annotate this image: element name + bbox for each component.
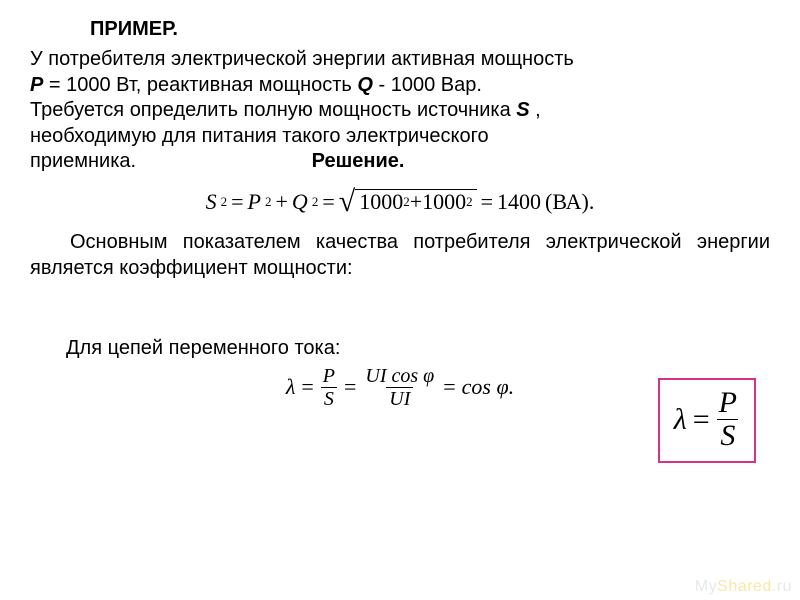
eq1-unit: (ВА). bbox=[545, 189, 594, 215]
symbol-Q: Q bbox=[357, 74, 373, 96]
equation-2: λ = P S = UI cos φ UI = cos φ. bbox=[286, 366, 514, 409]
eq2-frac2: UI cos φ UI bbox=[362, 366, 437, 409]
eq2-lambda: λ bbox=[286, 374, 296, 400]
eq1-Qexp: 2 bbox=[312, 194, 319, 210]
rad-b-exp: 2 bbox=[466, 194, 473, 210]
eq2-eq1: = bbox=[301, 374, 313, 400]
equation-1-row: S2 = P2 + Q2 = √ 10002 + 10002 = 1400 (В… bbox=[30, 189, 770, 215]
solution-label: Решение. bbox=[312, 149, 405, 175]
rad-a: 1000 bbox=[359, 189, 403, 215]
lambda-formula-box: λ = P S bbox=[658, 378, 756, 463]
eq1-Pexp: 2 bbox=[265, 194, 272, 210]
example-title: ПРИМЕР. bbox=[90, 18, 770, 41]
sqrt-icon: √ 10002 + 10002 bbox=[339, 189, 477, 214]
radical-icon: √ bbox=[339, 191, 355, 216]
eq1-plus1: + bbox=[276, 189, 288, 215]
lambda-den: S bbox=[717, 419, 738, 451]
radicand: 10002 + 10002 bbox=[355, 189, 476, 214]
eq2-f2num: UI cos φ bbox=[362, 366, 437, 387]
lambda-fraction: P S bbox=[716, 388, 740, 451]
rad-plus: + bbox=[410, 189, 422, 215]
eq1-eq1: = bbox=[231, 189, 243, 215]
slide: ПРИМЕР. У потребителя электрической энер… bbox=[0, 0, 800, 600]
rad-b: 1000 bbox=[422, 189, 466, 215]
eq2-rhs: cos φ. bbox=[462, 374, 515, 400]
lambda-eq-sign: = bbox=[693, 403, 710, 437]
eq2-f2den: UI bbox=[386, 387, 413, 409]
ac-circuits-label: Для цепей переменного тока: bbox=[66, 337, 770, 360]
problem-line1: У потребителя электрической энергии акти… bbox=[30, 48, 574, 70]
problem-line4: необходимую для питания такого электриче… bbox=[30, 125, 489, 147]
watermark-b: Shared bbox=[717, 578, 772, 595]
paragraph-2: Основным показателем качества потребител… bbox=[30, 229, 770, 281]
watermark-a: Мy bbox=[695, 578, 717, 595]
eq1-eq3: = bbox=[481, 189, 493, 215]
lambda-sym: λ bbox=[674, 403, 687, 437]
eq2-f1den: S bbox=[321, 387, 337, 409]
q-value: - 1000 Вар. bbox=[373, 74, 482, 96]
eq1-eq2: = bbox=[322, 189, 334, 215]
eq1-Q: Q bbox=[292, 189, 308, 215]
problem-line5: приемника. bbox=[30, 150, 136, 172]
problem-text: У потребителя электрической энергии акти… bbox=[30, 47, 770, 175]
eq1-S: S bbox=[206, 189, 217, 215]
problem-line3-post: , bbox=[530, 99, 541, 121]
eq1-Sexp: 2 bbox=[221, 194, 228, 210]
eq2-frac1: P S bbox=[320, 366, 338, 409]
watermark: МyShared.ru bbox=[695, 578, 792, 596]
eq1-result: 1400 bbox=[497, 189, 541, 215]
eq2-eq3: = bbox=[443, 374, 455, 400]
equation-1: S2 = P2 + Q2 = √ 10002 + 10002 = 1400 (В… bbox=[206, 189, 595, 215]
lambda-equation: λ = P S bbox=[674, 388, 740, 451]
p-value: = 1000 Вт, реактивная мощность bbox=[43, 74, 357, 96]
eq1-P: P bbox=[248, 189, 261, 215]
symbol-S: S bbox=[516, 99, 529, 121]
watermark-c: .ru bbox=[772, 578, 792, 595]
eq2-eq2: = bbox=[344, 374, 356, 400]
problem-line3: Требуется определить полную мощность ист… bbox=[30, 99, 516, 121]
eq2-f1num: P bbox=[320, 366, 338, 387]
symbol-P: P bbox=[30, 74, 43, 96]
lambda-num: P bbox=[716, 388, 740, 419]
